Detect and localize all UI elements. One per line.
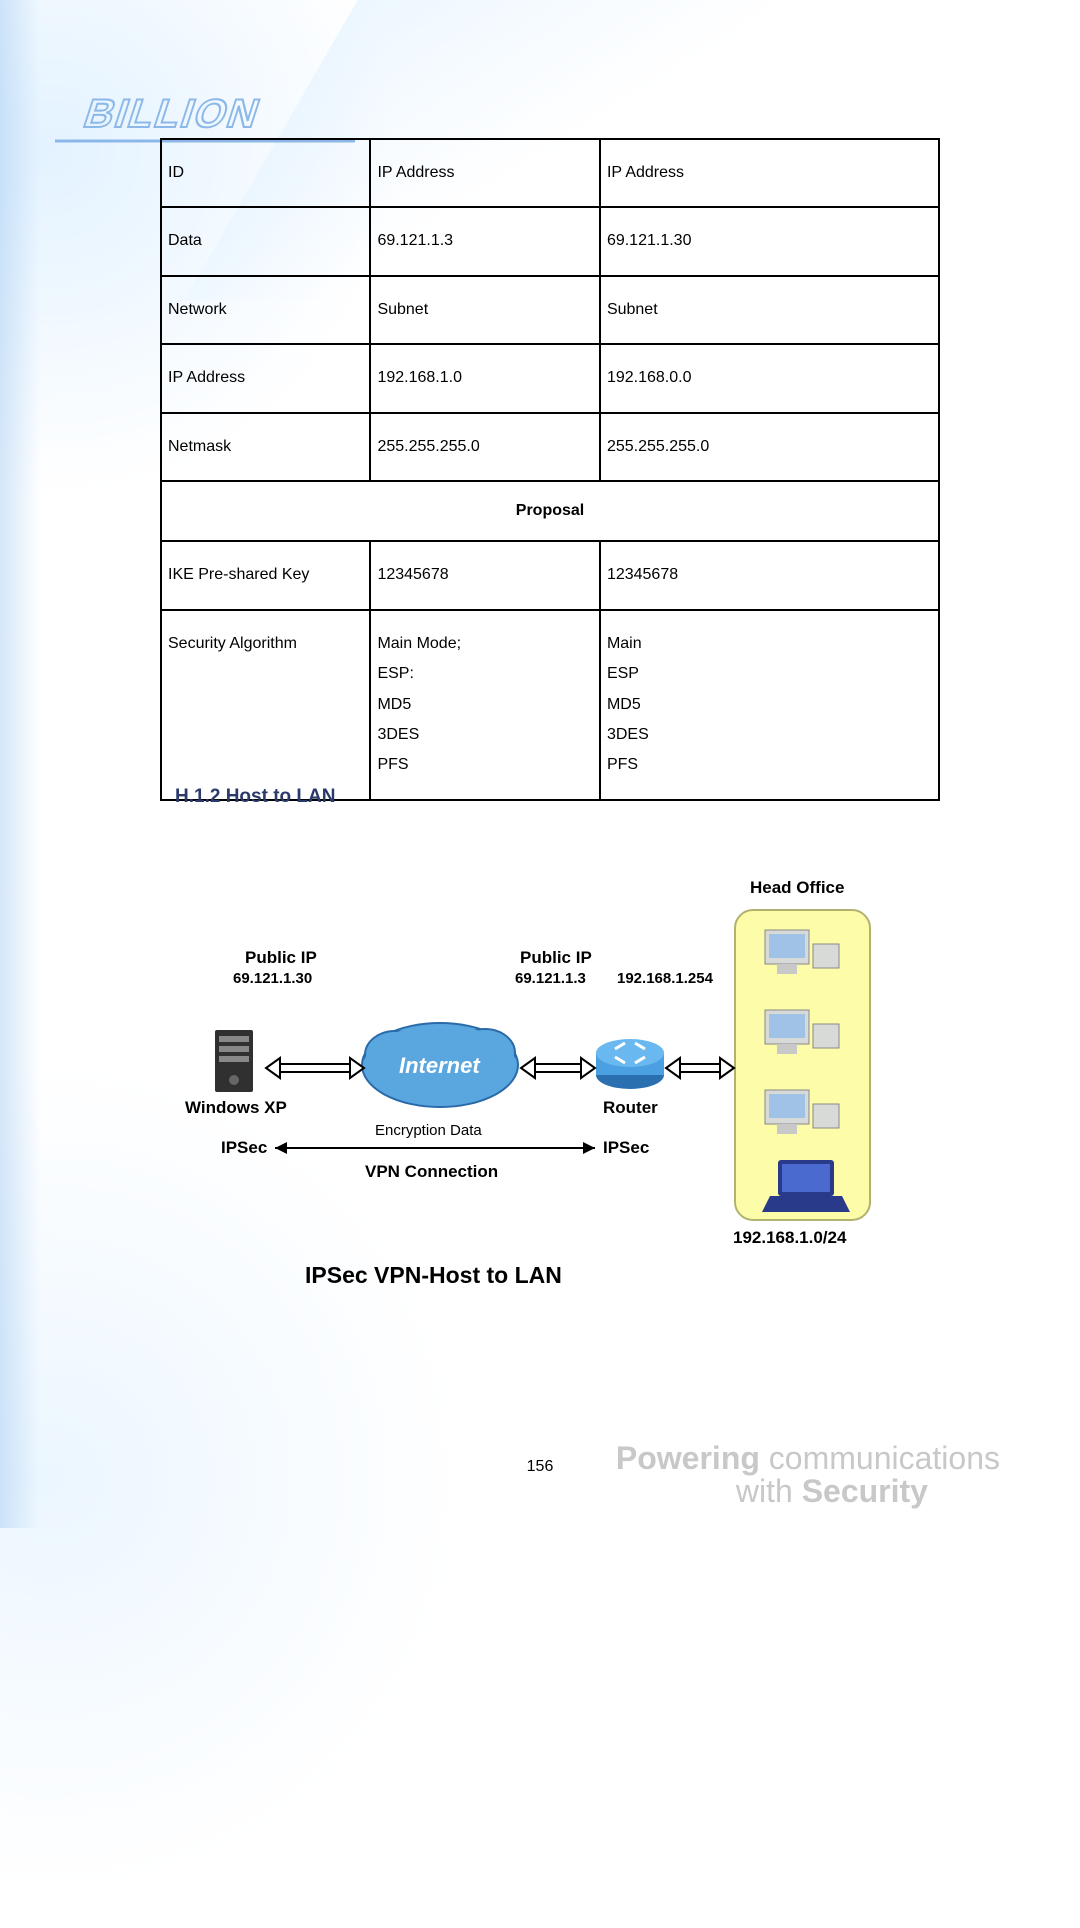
table-header-row: Proposal: [161, 481, 939, 541]
cell: Data: [161, 207, 370, 275]
windows-xp-icon: [215, 1030, 253, 1092]
router-label: Router: [603, 1098, 658, 1118]
cell: IKE Pre-shared Key: [161, 541, 370, 609]
public-ip-label-left: Public IP: [245, 948, 317, 968]
table-row: Data 69.121.1.3 69.121.1.30: [161, 207, 939, 275]
footer-powering: Powering: [616, 1440, 760, 1476]
table-row: Security Algorithm Main Mode; ESP: MD5 3…: [161, 610, 939, 800]
subnet-label: 192.168.1.0/24: [733, 1228, 846, 1248]
svg-text:BILLION: BILLION: [79, 91, 268, 136]
cell: Main Mode; ESP: MD5 3DES PFS: [370, 610, 600, 800]
diagram-title: IPSec VPN-Host to LAN: [305, 1262, 562, 1289]
cell: Subnet: [370, 276, 600, 344]
cell: IP Address: [600, 139, 939, 207]
cell: IP Address: [370, 139, 600, 207]
router-lan-ip: 192.168.1.254: [617, 970, 713, 987]
cell: 192.168.0.0: [600, 344, 939, 412]
table-row: Netmask 255.255.255.0 255.255.255.0: [161, 413, 939, 481]
cell: Security Algorithm: [161, 610, 370, 800]
footer-security: Security: [802, 1473, 928, 1509]
cell: Main ESP MD5 3DES PFS: [600, 610, 939, 800]
footer-with: with: [736, 1473, 802, 1509]
cell: 69.121.1.30: [600, 207, 939, 275]
head-office-label: Head Office: [750, 878, 844, 898]
cell: 12345678: [370, 541, 600, 609]
proposal-header: Proposal: [161, 481, 939, 541]
ipsec-label-left: IPSec: [221, 1138, 267, 1158]
footer-communications: communications: [760, 1440, 1000, 1476]
network-diagram: Head Office Public IP 69.121.1.30 Public…: [175, 870, 895, 1310]
vpn-connection-label: VPN Connection: [365, 1162, 498, 1182]
left-ip: 69.121.1.30: [233, 970, 312, 987]
cell: ID: [161, 139, 370, 207]
ipsec-label-right: IPSec: [603, 1138, 649, 1158]
cell: 69.121.1.3: [370, 207, 600, 275]
windows-xp-label: Windows XP: [185, 1098, 287, 1118]
table-row: IKE Pre-shared Key 12345678 12345678: [161, 541, 939, 609]
cell: Network: [161, 276, 370, 344]
cell: 12345678: [600, 541, 939, 609]
billion-logo: BILLION: [55, 85, 355, 145]
cell: Netmask: [161, 413, 370, 481]
public-ip-label-right: Public IP: [520, 948, 592, 968]
cell: 192.168.1.0: [370, 344, 600, 412]
cell: 255.255.255.0: [600, 413, 939, 481]
config-table: ID IP Address IP Address Data 69.121.1.3…: [160, 138, 940, 801]
table-row: Network Subnet Subnet: [161, 276, 939, 344]
cell: IP Address: [161, 344, 370, 412]
cell: Subnet: [600, 276, 939, 344]
bg-decoration: [0, 0, 40, 1528]
router-icon: [596, 1039, 664, 1089]
section-heading: H.1.2 Host to LAN: [175, 786, 335, 808]
cell: 255.255.255.0: [370, 413, 600, 481]
internet-label: Internet: [399, 1053, 480, 1079]
table-row: ID IP Address IP Address: [161, 139, 939, 207]
footer-tagline: Powering communications with Security: [616, 1440, 1000, 1510]
table-row: IP Address 192.168.1.0 192.168.0.0: [161, 344, 939, 412]
right-public-ip: 69.121.1.3: [515, 970, 586, 987]
encryption-label: Encryption Data: [375, 1122, 482, 1139]
